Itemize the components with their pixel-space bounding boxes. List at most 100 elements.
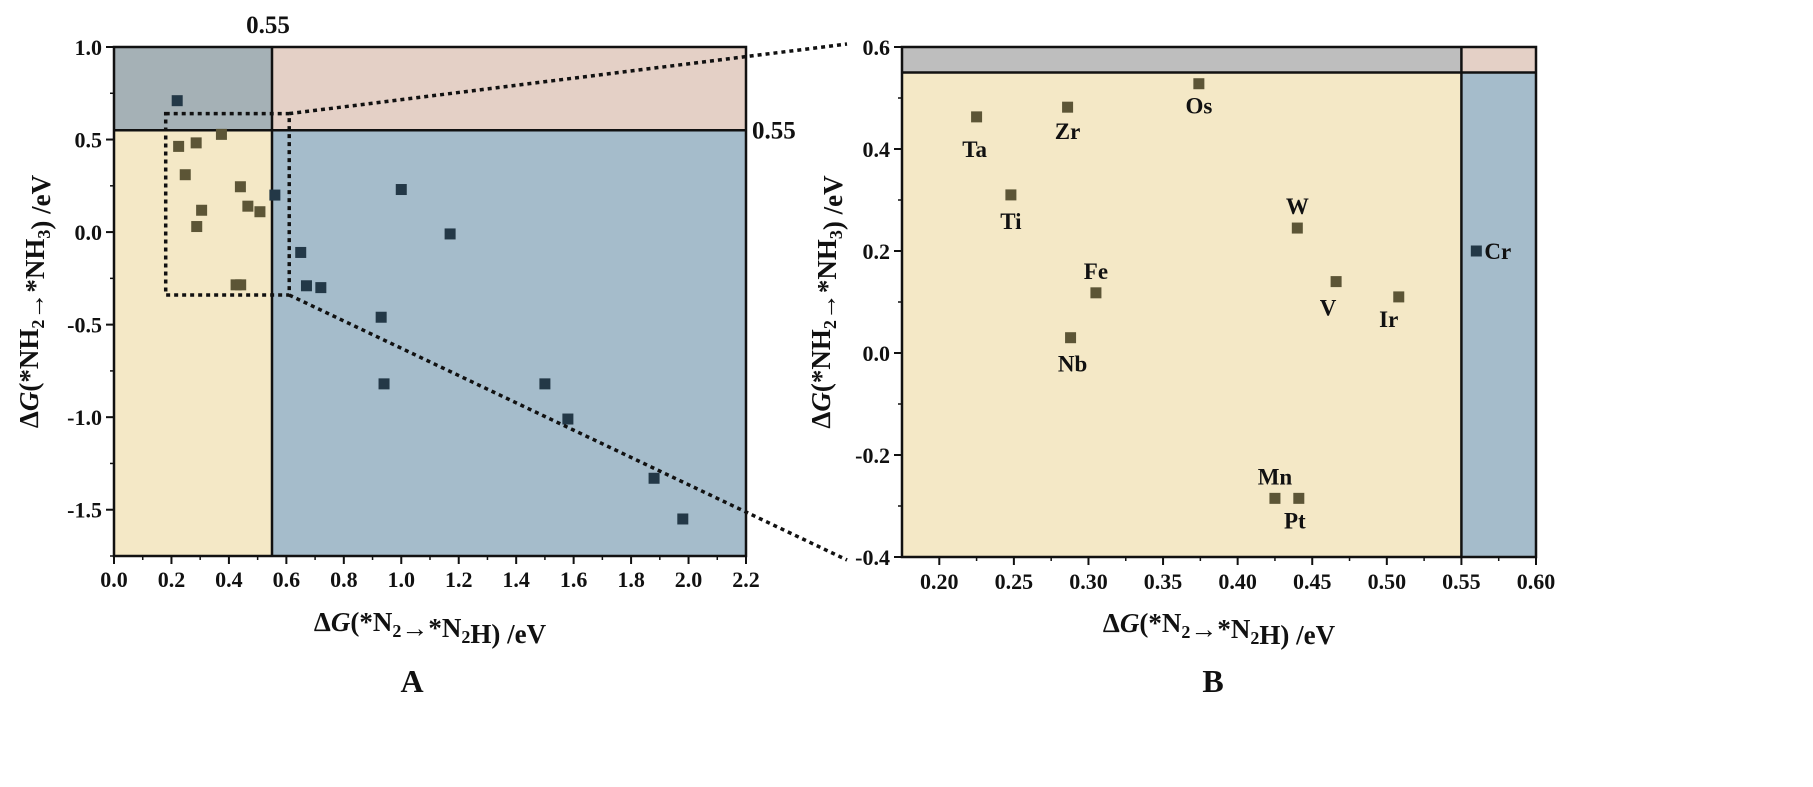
point-label: Ta [962, 137, 987, 162]
data-point [315, 282, 327, 294]
region-n2h-limited [1461, 72, 1536, 557]
point-label: Ti [1000, 209, 1022, 234]
point-label: Cr [1484, 239, 1511, 264]
data-point [648, 472, 660, 484]
data-point [1062, 101, 1074, 113]
data-point [1293, 492, 1305, 504]
threshold-x-label: 0.55 [246, 12, 290, 39]
x-tick-label: 1.6 [560, 567, 588, 592]
x-tick-label: 1.8 [617, 567, 645, 592]
region-both-limited [1461, 47, 1536, 73]
data-point [242, 200, 254, 212]
data-point [539, 378, 551, 390]
panel-label-b: B [1202, 663, 1223, 699]
x-tick-label: 1.2 [445, 567, 473, 592]
point-label: Fe [1084, 259, 1108, 284]
region-favorable [902, 72, 1462, 557]
data-point [1193, 78, 1205, 90]
x-tick-label: 0.50 [1368, 569, 1407, 594]
x-axis-label: ΔG(*N2→*N2H) /eV [314, 607, 547, 649]
point-label: Pt [1284, 508, 1306, 533]
x-tick-label: 2.0 [675, 567, 703, 592]
point-label: V [1320, 296, 1337, 321]
data-point [179, 169, 191, 181]
x-tick-label: 0.40 [1218, 569, 1257, 594]
region-both-limited [272, 47, 746, 131]
data-point [234, 181, 246, 193]
connector-top [289, 42, 848, 116]
x-tick-label: 0.60 [1517, 569, 1556, 594]
region-favorable [114, 130, 272, 557]
point-label: Os [1185, 94, 1212, 119]
data-point [1393, 291, 1405, 303]
y-tick-label: -0.2 [855, 443, 890, 468]
data-point [191, 221, 203, 233]
connector-bottom [288, 293, 848, 562]
data-point [235, 279, 247, 291]
data-point [1005, 189, 1017, 201]
data-point [444, 228, 456, 240]
y-tick-label: 0.6 [863, 35, 891, 60]
y-tick-label: -0.4 [855, 545, 890, 570]
data-point [269, 189, 281, 201]
threshold-y-label: 0.55 [752, 117, 796, 144]
y-tick-label: 0.0 [75, 220, 103, 245]
y-axis-label: ΔG(*NH2→*NH3) /eV [806, 175, 848, 429]
y-tick-label: 0.4 [863, 137, 891, 162]
x-tick-label: 0.4 [215, 567, 243, 592]
data-point [171, 95, 183, 107]
data-point [1269, 492, 1281, 504]
x-tick-label: 0.0 [100, 567, 128, 592]
point-label: W [1286, 194, 1309, 219]
y-tick-label: 0.5 [75, 128, 103, 153]
point-label: Ir [1379, 307, 1398, 332]
data-point [378, 378, 390, 390]
x-tick-label: 0.45 [1293, 569, 1332, 594]
data-point [190, 137, 202, 149]
data-point [1470, 245, 1482, 257]
data-point [395, 184, 407, 196]
data-point [562, 413, 574, 425]
x-tick-label: 2.2 [732, 567, 760, 592]
data-point [295, 246, 307, 258]
data-point [1090, 287, 1102, 299]
data-point [254, 206, 266, 218]
y-tick-label: -1.0 [67, 405, 102, 430]
point-label: Nb [1058, 352, 1087, 377]
x-tick-label: 0.6 [273, 567, 301, 592]
x-tick-label: 0.20 [920, 569, 959, 594]
y-tick-label: 0.0 [863, 341, 891, 366]
panel-label-a: A [400, 663, 423, 699]
y-tick-label: 0.2 [863, 239, 891, 264]
panel-b: Ta Ti Zr Os Nb Fe W V Ir Mn Pt Cr 0.20 0.25 0.30 0.35 0.… [806, 35, 1555, 699]
data-point [196, 204, 208, 216]
x-tick-label: 0.55 [1442, 569, 1481, 594]
data-point [173, 140, 185, 152]
x-axis-label: ΔG(*N2→*N2H) /eV [1103, 608, 1336, 650]
point-label: Zr [1055, 119, 1081, 144]
panel-a: 0.0 0.2 0.4 0.6 0.8 1.0 1.2 1.4 1.6 1.8 2.0 2.2 1.0 0… [14, 12, 796, 699]
y-axis-label: ΔG(*NH2→*NH3) /eV [14, 174, 56, 428]
y-tick-label: -1.5 [67, 498, 102, 523]
x-tick-label: 0.30 [1069, 569, 1108, 594]
x-tick-label: 0.2 [158, 567, 186, 592]
data-point [677, 513, 689, 525]
point-label: Mn [1258, 464, 1293, 489]
data-point [1291, 222, 1303, 234]
y-tick-label: -0.5 [67, 313, 102, 338]
zoom-connectors [288, 42, 848, 562]
region-nh3-limited [902, 47, 1462, 73]
data-point [215, 128, 227, 140]
data-point [1065, 332, 1077, 344]
x-tick-label: 0.35 [1144, 569, 1183, 594]
data-point [971, 111, 983, 123]
x-tick-label: 1.4 [502, 567, 530, 592]
data-point [1330, 276, 1342, 288]
data-point [375, 311, 387, 323]
y-tick-label: 1.0 [75, 35, 103, 60]
region-n2h-limited [272, 130, 746, 557]
x-tick-label: 0.25 [995, 569, 1034, 594]
x-tick-label: 0.8 [330, 567, 358, 592]
x-tick-label: 1.0 [388, 567, 416, 592]
